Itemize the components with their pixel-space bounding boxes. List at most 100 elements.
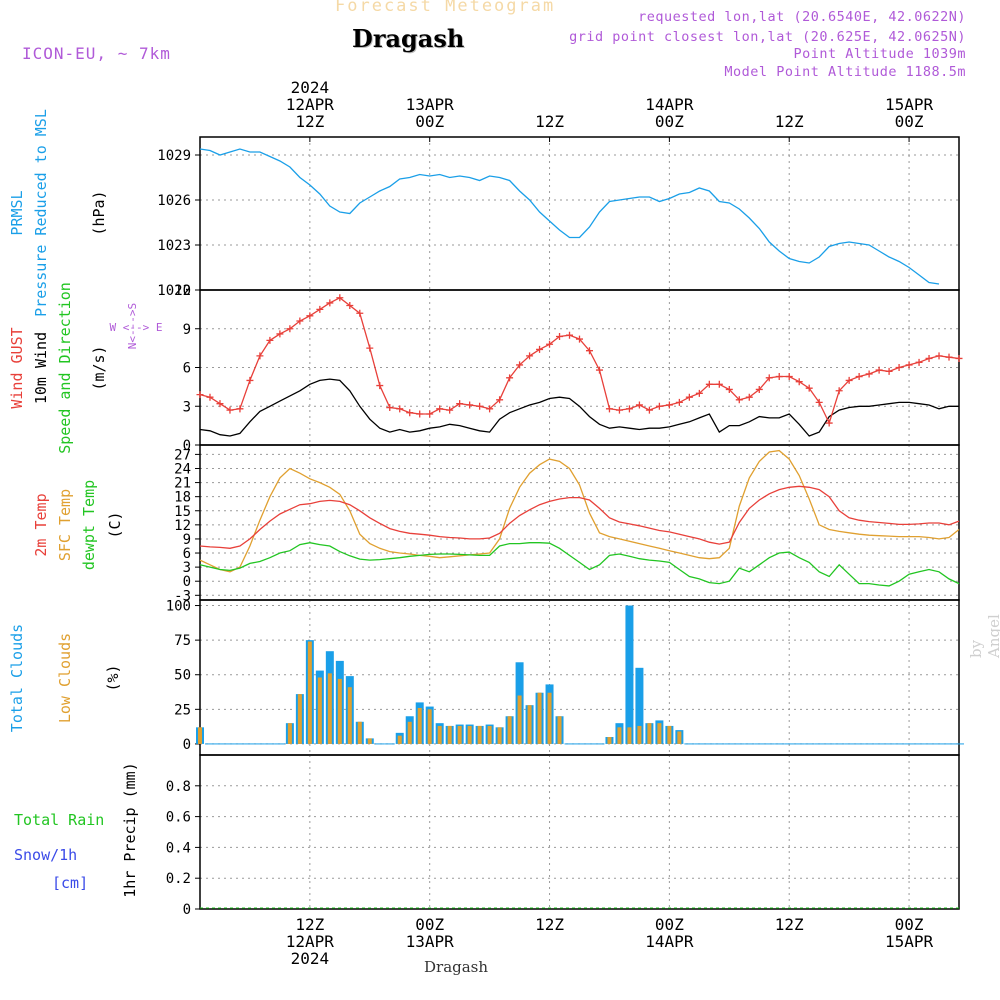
y-tick-label: 1020 [157, 283, 191, 299]
wind-gust-marker [715, 380, 723, 388]
wind-gust-marker [296, 317, 304, 325]
snow-label: Snow/1h [14, 846, 77, 864]
wind-gust-marker [635, 401, 643, 409]
y-tick-label: 0.2 [166, 871, 191, 887]
wind-gust-marker [785, 373, 793, 381]
wind-gust-marker [885, 367, 893, 375]
y-tick-label: 6 [183, 361, 191, 377]
y-tick-label: 18 [174, 490, 191, 506]
wind-gust-marker [286, 325, 294, 333]
time-label-bottom: 13APR [406, 932, 455, 951]
y-tick-label: 1023 [157, 238, 191, 254]
precip-axis-label: 1hr Precip (mm) [121, 762, 139, 897]
wind-gust-marker [665, 401, 673, 409]
model-point-altitude: Model Point Altitude 1188.5m [724, 64, 966, 80]
wind-gust-marker [536, 345, 544, 353]
time-label-bottom: 14APR [645, 932, 694, 951]
wind-gust-marker [466, 401, 474, 409]
wind-gust-marker [895, 364, 903, 371]
total-clouds-bar [625, 605, 634, 744]
y-tick-label: 100 [166, 599, 191, 615]
wind-gust-marker [346, 302, 354, 309]
wind-gust-marker [196, 391, 204, 399]
wind-gust-marker [486, 405, 494, 413]
total-rain-label: Total Rain [14, 811, 104, 829]
time-label-bottom: 2024 [291, 949, 330, 968]
time-label-top: 15APR [885, 95, 934, 114]
wind-gust-marker [426, 410, 434, 418]
wind-compass-vertical: N<--->S [126, 303, 139, 349]
low-clouds-bar [647, 723, 652, 744]
time-label-bottom: 12Z [295, 915, 324, 934]
wind-gust-marker [705, 380, 713, 388]
low-clouds-bar [607, 737, 612, 744]
y-tick-label: 6 [183, 546, 191, 562]
y-tick-label: 0 [183, 574, 191, 590]
low-clouds-bar [417, 707, 422, 744]
low-clouds-bar [287, 723, 292, 744]
clouds-unit-label: (%) [104, 664, 122, 691]
low-clouds-bar [327, 673, 332, 744]
low-clouds-label: Low Clouds [56, 633, 74, 723]
low-clouds-bar [457, 725, 462, 744]
y-tick-label: -3 [174, 588, 191, 604]
low-clouds-bar [617, 727, 622, 744]
panel-2: 0 3 6 9 12 [174, 283, 960, 454]
low-clouds-bar [497, 727, 502, 744]
y-tick-label: 0.4 [166, 840, 191, 856]
wind-gust-marker [595, 366, 603, 374]
time-label-top: 12APR [286, 95, 335, 114]
2m-temp-line [199, 485, 960, 549]
wind-gust-marker [456, 400, 464, 408]
wind-gust-marker [496, 396, 504, 404]
y-tick-label: 21 [174, 476, 191, 492]
wind-gust-marker [955, 354, 963, 362]
y-tick-label: 3 [183, 399, 191, 415]
wind-gust-marker [725, 385, 733, 393]
low-clouds-bar [627, 727, 632, 744]
wind-gust-marker [795, 378, 803, 386]
wind-gust-marker [316, 305, 324, 313]
wind-gust-marker [376, 382, 384, 390]
wind-gust-marker [566, 331, 574, 339]
wind-gust-marker [825, 419, 833, 427]
wind-gust-marker [915, 358, 923, 366]
low-clouds-bar [667, 725, 672, 744]
y-tick-label: 27 [174, 447, 191, 463]
wind-gust-marker [625, 405, 633, 413]
wind-gust-marker [576, 335, 583, 343]
wind-gust-marker [206, 393, 214, 401]
wind-gust-marker [735, 396, 743, 404]
wind-gust-marker [775, 373, 783, 381]
wind-gust-marker [645, 406, 653, 414]
time-label-bottom: 12Z [775, 915, 804, 934]
dewpt-temp-line [199, 542, 960, 587]
wind-gust-label: Wind GUST [8, 327, 26, 408]
low-clouds-bar [447, 725, 452, 744]
low-clouds-bar [437, 725, 442, 744]
y-tick-label: 0 [183, 902, 191, 918]
dewpt-temp-label: dewpt Temp [80, 480, 98, 570]
model-label: ICON-EU, ~ 7km [22, 44, 171, 63]
wind-gust-marker [675, 398, 683, 406]
wind-gust-marker [945, 353, 953, 361]
time-label-bottom: 00Z [415, 915, 444, 934]
y-tick-label: 3 [183, 560, 191, 576]
wind-gust-marker [366, 344, 374, 352]
total-clouds-label: Total Clouds [8, 624, 26, 732]
y-tick-label: 75 [174, 633, 191, 649]
wind-unit-label: (m/s) [90, 345, 108, 390]
station-title: Dragash [352, 24, 465, 53]
y-tick-label: 1029 [157, 148, 191, 164]
wind-gust-marker [386, 404, 394, 412]
low-clouds-bar [297, 694, 302, 744]
y-tick-label: 50 [174, 668, 191, 684]
low-clouds-bar [517, 695, 522, 744]
time-label-bottom: 12APR [286, 932, 335, 951]
wind-speed-line [199, 378, 959, 437]
wind-gust-marker [695, 389, 703, 397]
y-tick-label: 9 [183, 532, 191, 548]
low-clouds-bar [557, 716, 562, 744]
